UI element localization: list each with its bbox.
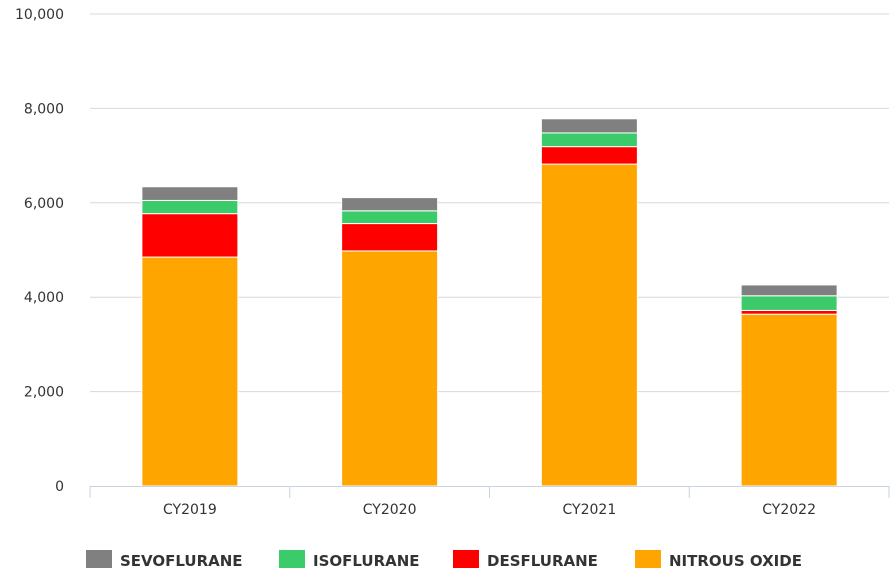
legend: SEVOFLURANE ISOFLURANE DESFLURANE NITROUS O… — [86, 550, 802, 570]
bar-segment-isoflurane — [740, 295, 838, 311]
x-axis — [89, 486, 890, 498]
bar-segment-desflurane — [341, 223, 439, 252]
bar-segment-nitrous-oxide — [141, 256, 239, 487]
bar-segment-sevoflurane — [540, 118, 638, 134]
bar-segment-sevoflurane — [740, 284, 838, 297]
legend-swatch — [453, 550, 479, 568]
x-tick-label: CY2019 — [163, 502, 217, 518]
x-axis-tick-labels: CY2019 CY2020 CY2021 CY2022 — [163, 502, 816, 518]
y-tick-label: 0 — [55, 479, 64, 495]
y-tick-label: 2,000 — [24, 385, 64, 401]
bar-segment-nitrous-oxide — [341, 250, 439, 487]
y-tick-label: 4,000 — [24, 290, 64, 306]
bar-segment-nitrous-oxide — [740, 313, 838, 487]
y-axis-tick-labels: 0 2,000 4,000 6,000 8,000 10,000 — [15, 7, 64, 495]
legend-swatch — [86, 550, 112, 568]
bar-segment-sevoflurane — [341, 197, 439, 212]
y-tick-label: 8,000 — [24, 101, 64, 117]
bar-segment-desflurane — [540, 146, 638, 165]
x-tick-label: CY2021 — [563, 502, 617, 518]
legend-label: SEVOFLURANE — [120, 552, 243, 570]
bar-segment-isoflurane — [540, 132, 638, 148]
legend-label: ISOFLURANE — [313, 552, 420, 570]
bar-segment-desflurane — [141, 213, 239, 258]
legend-swatch — [635, 550, 661, 568]
x-tick-label: CY2020 — [363, 502, 417, 518]
bar-segment-sevoflurane — [141, 186, 239, 201]
legend-swatch — [279, 550, 305, 568]
bar-segment-desflurane — [740, 309, 838, 315]
y-tick-label: 6,000 — [24, 196, 64, 212]
x-tick-label: CY2022 — [762, 502, 816, 518]
bars — [141, 118, 838, 487]
legend-label: NITROUS OXIDE — [669, 552, 802, 570]
bar-segment-nitrous-oxide — [540, 163, 638, 487]
y-tick-label: 10,000 — [15, 7, 64, 23]
bar-segment-isoflurane — [141, 199, 239, 215]
bar-segment-isoflurane — [341, 210, 439, 225]
legend-label: DESFLURANE — [487, 552, 598, 570]
